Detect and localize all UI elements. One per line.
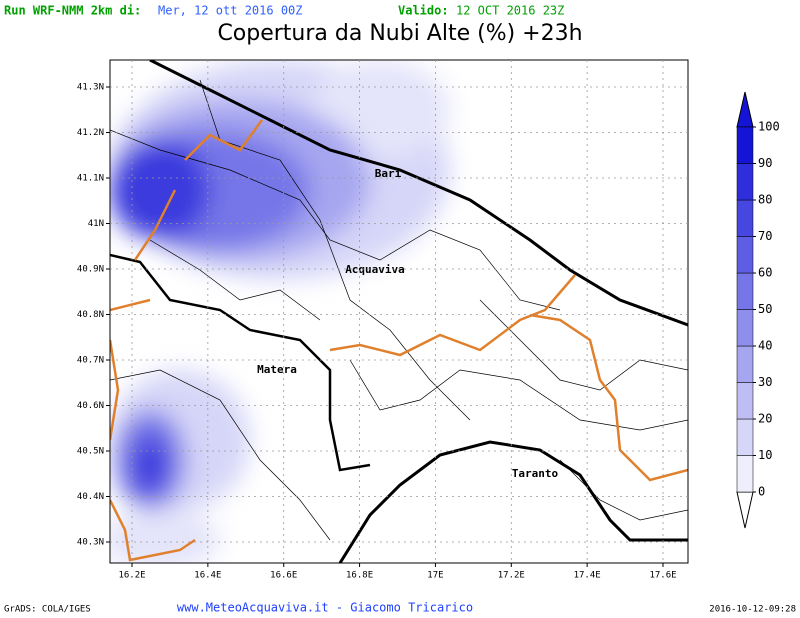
valid-label: Valido: bbox=[398, 4, 449, 18]
lat-tick-label: 40.3N bbox=[77, 538, 104, 548]
colorbar-label: 0 bbox=[758, 485, 765, 499]
valid-date: 12 OCT 2016 23Z bbox=[456, 4, 564, 18]
colorbar-label: 40 bbox=[758, 339, 772, 353]
colorbar-swatch bbox=[736, 199, 754, 237]
regional-border bbox=[110, 253, 371, 472]
colorbar-swatch bbox=[736, 236, 754, 274]
lat-tick-label: 41N bbox=[88, 219, 104, 229]
run-date: Mer, 12 ott 2016 00Z bbox=[158, 4, 303, 18]
lat-tick-label: 40.7N bbox=[77, 356, 104, 366]
colorbar-swatch bbox=[736, 382, 754, 420]
cloud-field bbox=[110, 60, 450, 563]
colorbar-label: 50 bbox=[758, 302, 772, 316]
axes: 41.3N 41.2N 41.1N 41N 40.9N 40.8N 40.7N 40.6N 40… bbox=[77, 60, 688, 581]
lat-tick-label: 40.8N bbox=[77, 310, 104, 320]
lon-tick-label: 16.6E bbox=[270, 571, 297, 581]
run-label: Run WRF-NMM 2km di: bbox=[4, 4, 141, 18]
province-borders bbox=[110, 79, 688, 541]
colorbar-label: 20 bbox=[758, 412, 772, 426]
lon-tick-label: 17.2E bbox=[498, 571, 525, 581]
colorbar-swatch bbox=[736, 418, 754, 456]
lat-tick-label: 40.5N bbox=[77, 447, 104, 457]
footer-center: www.MeteoAcquaviva.it - Giacomo Tricaric… bbox=[177, 601, 473, 615]
colorbar-over bbox=[736, 91, 754, 128]
lon-tick-label: 16.2E bbox=[118, 571, 145, 581]
colorbar-label: 90 bbox=[758, 156, 772, 170]
footer-left: GrADS: COLA/IGES bbox=[4, 605, 91, 615]
colorbar: 0 10 20 30 40 50 60 70 80 90 100 bbox=[736, 91, 780, 529]
coastline bbox=[149, 60, 688, 327]
footer-right: 2016-10-12-09:28 bbox=[709, 605, 796, 615]
colorbar-label: 30 bbox=[758, 375, 772, 389]
colorbar-swatch bbox=[736, 126, 754, 164]
lat-tick-label: 40.4N bbox=[77, 492, 104, 502]
lon-tick-label: 16.4E bbox=[194, 571, 221, 581]
colorbar-label: 70 bbox=[758, 229, 772, 243]
colorbar-swatch bbox=[736, 163, 754, 201]
colorbar-swatch bbox=[736, 345, 754, 383]
lat-tick-label: 41.3N bbox=[77, 83, 104, 93]
colorbar-label: 10 bbox=[758, 448, 772, 462]
map-title: Copertura da Nubi Alte (%) +23h bbox=[217, 21, 582, 46]
colorbar-swatch bbox=[736, 455, 754, 493]
city-label: Taranto bbox=[512, 467, 559, 480]
coastline bbox=[338, 440, 688, 563]
lon-tick-label: 17E bbox=[427, 571, 443, 581]
colorbar-label: 60 bbox=[758, 266, 772, 280]
city-label: Matera bbox=[257, 363, 297, 376]
colorbar-label: 100 bbox=[758, 120, 780, 134]
lon-tick-label: 17.6E bbox=[649, 571, 676, 581]
colorbar-swatch bbox=[736, 309, 754, 347]
city-label: Acquaviva bbox=[345, 263, 405, 276]
lat-tick-label: 40.6N bbox=[77, 401, 104, 411]
colorbar-label: 80 bbox=[758, 193, 772, 207]
colorbar-swatch bbox=[736, 272, 754, 310]
lon-tick-label: 16.8E bbox=[346, 571, 373, 581]
lon-tick-label: 17.4E bbox=[574, 571, 601, 581]
city-label: Bari bbox=[375, 167, 402, 180]
map-frame bbox=[109, 59, 689, 564]
map-area: Bari Acquaviva Matera Taranto bbox=[110, 60, 688, 563]
lat-tick-label: 41.2N bbox=[77, 128, 104, 138]
colorbar-under bbox=[736, 491, 754, 529]
lat-tick-label: 40.9N bbox=[77, 265, 104, 275]
lat-tick-label: 41.1N bbox=[77, 174, 104, 184]
region-boundary bbox=[110, 119, 688, 562]
